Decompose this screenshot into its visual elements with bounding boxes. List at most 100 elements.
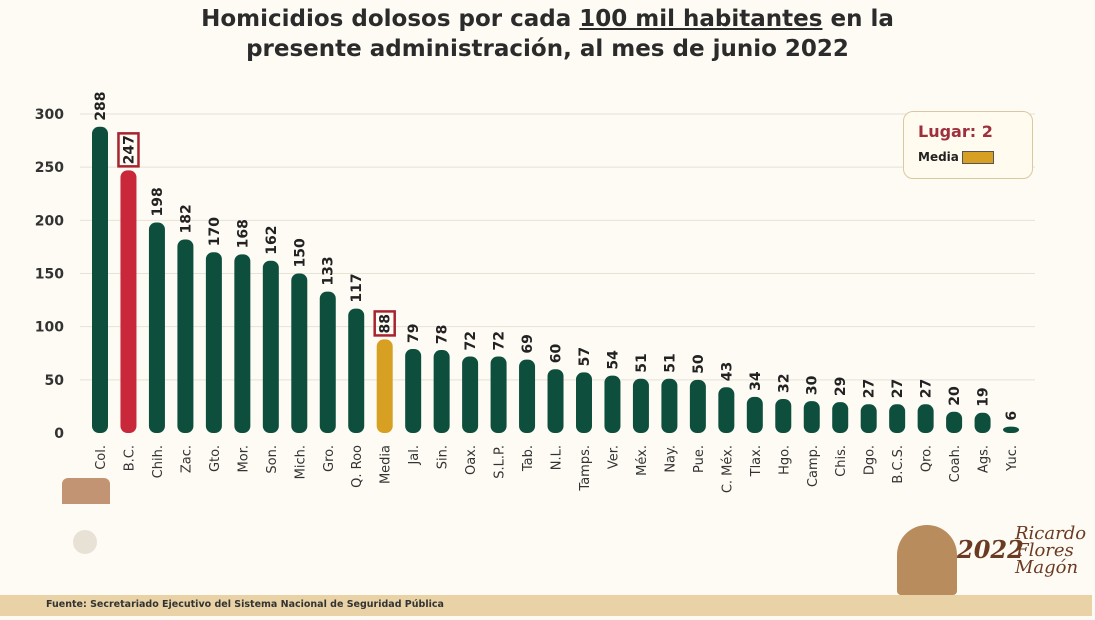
data-label: 57: [577, 347, 593, 366]
data-label: 51: [634, 353, 650, 372]
bar: [889, 404, 906, 433]
y-tick-label: 250: [35, 160, 64, 176]
bar: [917, 404, 934, 433]
x-tick-label: Chih.: [151, 445, 166, 478]
chart-title: Homicidios dolosos por cada 100 mil habi…: [0, 4, 1095, 64]
x-tick-label: Q. Roo: [350, 445, 365, 488]
x-tick-label: Mich.: [293, 445, 308, 479]
bar: [1003, 426, 1020, 433]
bar: [291, 273, 308, 433]
bar: [803, 401, 820, 433]
data-label: 6: [1004, 411, 1020, 421]
data-label: 182: [178, 204, 194, 233]
bar: [604, 375, 621, 433]
bar: [376, 339, 393, 433]
x-tick-label: S.L.P.: [493, 445, 508, 479]
y-tick-label: 100: [35, 320, 64, 336]
data-label: 117: [349, 273, 365, 302]
data-label: 72: [463, 331, 479, 350]
data-label: 162: [264, 226, 280, 255]
data-label: 133: [321, 256, 337, 285]
bar: [462, 356, 479, 433]
data-label: 30: [805, 375, 821, 395]
bar: [319, 291, 336, 433]
data-label: 168: [235, 219, 251, 248]
bar: [490, 356, 507, 433]
bar: [519, 359, 536, 433]
y-tick-label: 50: [45, 373, 65, 389]
data-label: 288: [93, 92, 109, 121]
x-tick-label: Chis.: [834, 445, 849, 477]
x-tick-label: N.L.: [550, 445, 565, 470]
data-label: 78: [435, 325, 451, 344]
data-label: 60: [549, 343, 565, 363]
bar: [92, 126, 108, 433]
x-tick-label: Pue.: [692, 445, 707, 473]
x-tick-label: Dgo.: [863, 445, 878, 475]
bar: [689, 379, 706, 433]
x-tick-label: Ags.: [977, 445, 992, 473]
x-tick-label: Méx.: [635, 445, 650, 476]
bar: [205, 252, 222, 433]
x-tick-label: C. Méx.: [720, 445, 735, 493]
x-tick-label: Tamps.: [578, 445, 593, 492]
data-label: 69: [520, 334, 536, 353]
data-label: 170: [207, 217, 223, 246]
bar: [860, 404, 877, 433]
y-tick-label: 200: [35, 213, 64, 229]
title-line2: presente administración, al mes de junio…: [246, 36, 849, 62]
data-label: 32: [776, 373, 792, 392]
data-label: 247: [121, 135, 137, 164]
title-text: en la: [822, 6, 894, 32]
bar: [405, 348, 422, 433]
x-tick-label: Ver.: [606, 445, 621, 469]
x-tick-label: B.C.S.: [891, 445, 906, 484]
highlight-box: [117, 132, 140, 168]
x-tick-label: Yuc.: [1005, 445, 1020, 472]
x-tick-label: B.C.: [122, 445, 137, 471]
legend-media: Media: [918, 150, 994, 164]
x-tick-label: Nay.: [663, 445, 678, 473]
data-label: 88: [378, 314, 394, 333]
data-label: 79: [406, 324, 422, 343]
x-tick-label: Tab.: [521, 445, 536, 472]
title-underlined: 100 mil habitantes: [579, 6, 823, 32]
bar: [120, 170, 137, 433]
building-logo: [62, 478, 110, 504]
data-label: 29: [833, 377, 849, 396]
data-label: 50: [691, 354, 707, 374]
data-label: 72: [492, 331, 508, 350]
data-label: 51: [662, 353, 678, 372]
rank-label: Lugar: 2: [918, 122, 993, 141]
bar: [832, 402, 849, 433]
logo-year: 2022: [957, 535, 1024, 564]
x-tick-label: Col.: [94, 445, 109, 470]
highlight-box: [373, 310, 396, 337]
bar: [348, 308, 365, 433]
bar: [547, 369, 564, 433]
bar: [746, 396, 763, 433]
data-label: 19: [976, 387, 992, 406]
x-tick-label: Son.: [265, 445, 280, 474]
x-tick-label: Zac.: [179, 445, 194, 473]
bar: [575, 372, 592, 433]
bar: [946, 411, 963, 433]
data-label: 54: [605, 350, 621, 370]
data-label: 27: [862, 379, 878, 398]
x-tick-label: Camp.: [806, 445, 821, 487]
bar: [718, 387, 735, 433]
y-tick-label: 300: [35, 107, 64, 123]
x-tick-label: Qro.: [920, 445, 935, 472]
seal-logo: [73, 530, 97, 554]
data-label: 27: [890, 379, 906, 398]
x-tick-label: Mor.: [236, 445, 251, 472]
bar: [632, 378, 649, 433]
x-tick-label: Gro.: [322, 445, 337, 472]
x-tick-label: Oax.: [464, 445, 479, 475]
x-tick-label: Coah.: [948, 445, 963, 482]
x-tick-label: Media: [379, 445, 394, 484]
bar: [775, 398, 792, 433]
logo-name: Ricardo Flores Magón: [1015, 523, 1087, 578]
flores-magon-logo: 2022 Ricardo Flores Magón: [897, 505, 1087, 595]
data-label: 150: [292, 238, 308, 267]
